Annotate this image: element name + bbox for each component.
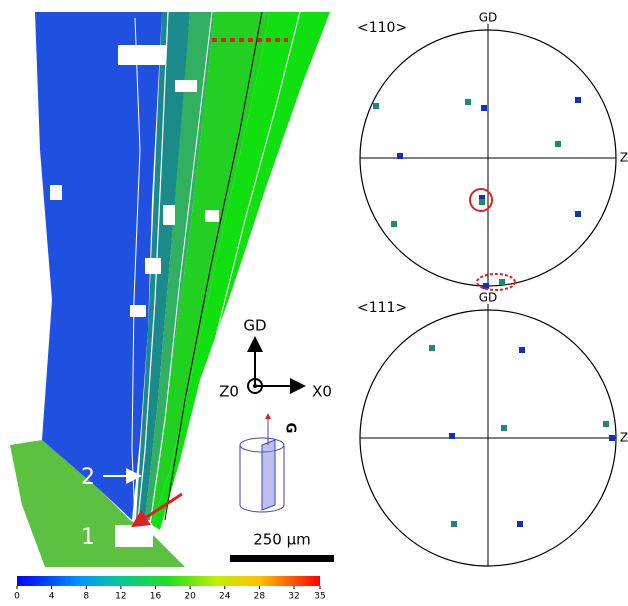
map-label: 2 <box>81 465 95 490</box>
pole-label: GD <box>479 11 498 25</box>
colorbar-tick-label: 28 <box>254 592 266 602</box>
highlight <box>477 274 515 290</box>
pole-point <box>449 433 455 439</box>
pole-figures: <110> GD Z <111> GD Z <box>357 11 628 567</box>
axis-label: G <box>283 423 298 434</box>
pole-point <box>391 221 397 227</box>
pole-label: GD <box>479 291 498 305</box>
pole-point <box>555 141 561 147</box>
pole-point <box>479 199 485 205</box>
pole-point <box>575 211 581 217</box>
pole-point <box>465 99 471 105</box>
colorbar-tick-label: 0 <box>14 592 20 602</box>
pole-point <box>499 279 505 285</box>
colorbar-tick-label: 32 <box>288 592 299 602</box>
pole-point <box>575 97 581 103</box>
map-label: 1 <box>81 525 95 550</box>
pole-point <box>519 347 525 353</box>
colorbar-tick-label: 12 <box>115 592 126 602</box>
pole-title: <111> <box>357 300 407 316</box>
pole-point <box>603 421 609 427</box>
axis-label: X0 <box>312 383 332 401</box>
pole-point <box>501 425 507 431</box>
colorbar-tick-label: 35 <box>314 592 325 602</box>
colorbar-tick-label: 20 <box>184 592 196 602</box>
colorbar <box>17 576 320 586</box>
figure: 2 1 GD Z0 X0 G 250 µm 04812162024283235 … <box>0 0 628 602</box>
colorbar-tick-label: 24 <box>219 592 231 602</box>
axes-triad: GD Z0 X0 <box>219 317 332 401</box>
sample-sketch: G <box>240 415 298 512</box>
pole-point <box>609 435 615 441</box>
colorbar-tick-label: 16 <box>150 592 162 602</box>
axis-label: GD <box>243 317 266 335</box>
colorbar-tick-label: 4 <box>49 592 55 602</box>
pole-point <box>451 521 457 527</box>
pole-label: Z <box>620 431 628 445</box>
colorbar-ticks: 0 4 8 12 16 20 24 28 32 35 <box>14 586 326 602</box>
colorbar-tick-label: 8 <box>83 592 89 602</box>
pole-label: Z <box>620 151 628 165</box>
axis-label: Z0 <box>219 383 239 401</box>
pole-point <box>517 521 523 527</box>
pole-point <box>397 153 403 159</box>
scale-label: 250 µm <box>253 531 311 549</box>
pole-point <box>481 105 487 111</box>
pole-title: <110> <box>357 20 407 36</box>
pole-point <box>373 103 379 109</box>
ebsd-map: 2 1 <box>10 12 330 567</box>
pole-point <box>429 345 435 351</box>
scale-bar <box>230 555 334 562</box>
page: 2 1 GD Z0 X0 G 250 µm 04812162024283235 … <box>0 0 628 606</box>
